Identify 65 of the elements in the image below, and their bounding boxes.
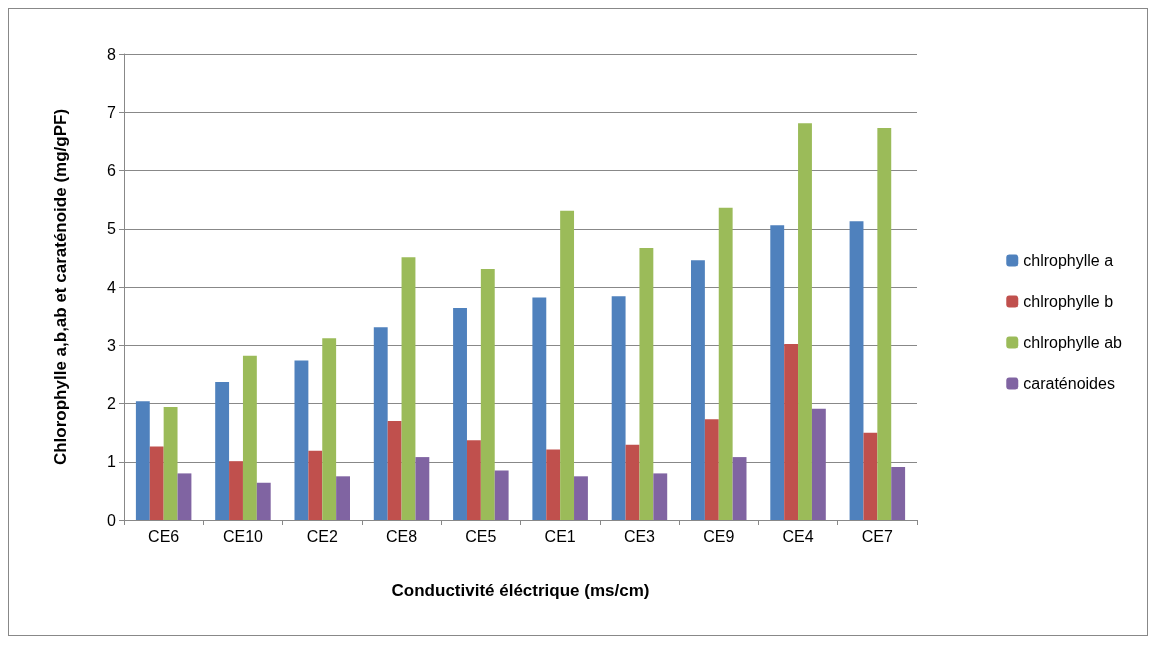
legend-label: chlrophylle a xyxy=(1023,252,1114,269)
bar xyxy=(480,268,495,520)
bar xyxy=(798,123,812,520)
legend-label: chlrophylle b xyxy=(1023,293,1114,310)
bar xyxy=(718,207,733,520)
bar xyxy=(691,260,705,520)
bar xyxy=(704,419,719,520)
x-tick-label: CE2 xyxy=(306,527,338,545)
bar xyxy=(256,482,271,520)
bar xyxy=(466,440,481,520)
x-tick-label: CE4 xyxy=(782,527,814,545)
y-tick-label: 4 xyxy=(107,278,117,296)
y-tick-label: 6 xyxy=(107,162,117,179)
x-tick-label: CE3 xyxy=(623,527,656,545)
x-tick-label: CE6 xyxy=(148,527,180,545)
bar xyxy=(294,360,309,520)
bar xyxy=(877,127,892,520)
y-tick-label: 0 xyxy=(107,511,117,529)
bar xyxy=(415,457,430,520)
x-tick-label: CE7 xyxy=(861,527,894,545)
y-axis-title: Chlorophylle a,b,ab et caraténoide (mg/gPF) xyxy=(51,108,70,466)
legend-label: caraténoides xyxy=(1023,375,1115,392)
bar xyxy=(177,473,192,520)
bar xyxy=(308,450,323,520)
bar xyxy=(891,466,906,520)
bar xyxy=(163,407,178,520)
bar xyxy=(546,449,561,520)
y-tick-label: 8 xyxy=(107,45,117,63)
bar xyxy=(322,338,337,520)
bar xyxy=(611,296,626,520)
bar xyxy=(336,476,351,520)
bar xyxy=(732,457,747,520)
bar xyxy=(401,257,416,520)
bar xyxy=(494,470,509,520)
bar xyxy=(863,432,878,520)
x-tick-label: CE1 xyxy=(544,527,576,545)
x-tick-label: CE8 xyxy=(385,527,418,545)
bar xyxy=(532,297,547,520)
bar xyxy=(229,461,243,520)
x-tick-label: CE9 xyxy=(703,527,735,545)
bar xyxy=(373,327,388,520)
legend-label: chlrophylle ab xyxy=(1023,334,1123,351)
bar xyxy=(453,307,467,520)
bar xyxy=(574,476,588,520)
x-tick-label: CE10 xyxy=(222,527,264,545)
bar xyxy=(387,420,402,520)
bar xyxy=(149,446,164,520)
bar xyxy=(849,221,864,520)
bar xyxy=(784,344,799,520)
bar xyxy=(625,444,640,520)
y-tick-label: 7 xyxy=(107,103,117,121)
x-axis-title: Conductivité éléctrique (ms/cm) xyxy=(391,581,650,600)
bar xyxy=(135,401,150,520)
y-tick-label: 3 xyxy=(107,336,117,354)
y-tick-label: 1 xyxy=(107,453,117,471)
bar xyxy=(639,247,654,520)
y-tick-label: 2 xyxy=(107,395,117,412)
y-tick-label: 5 xyxy=(107,220,117,238)
x-tick-label: CE5 xyxy=(465,527,497,545)
bar xyxy=(811,408,826,520)
bar xyxy=(242,355,257,520)
bar xyxy=(215,381,230,520)
bar xyxy=(560,210,575,520)
bar xyxy=(653,473,668,520)
bar xyxy=(770,225,785,520)
